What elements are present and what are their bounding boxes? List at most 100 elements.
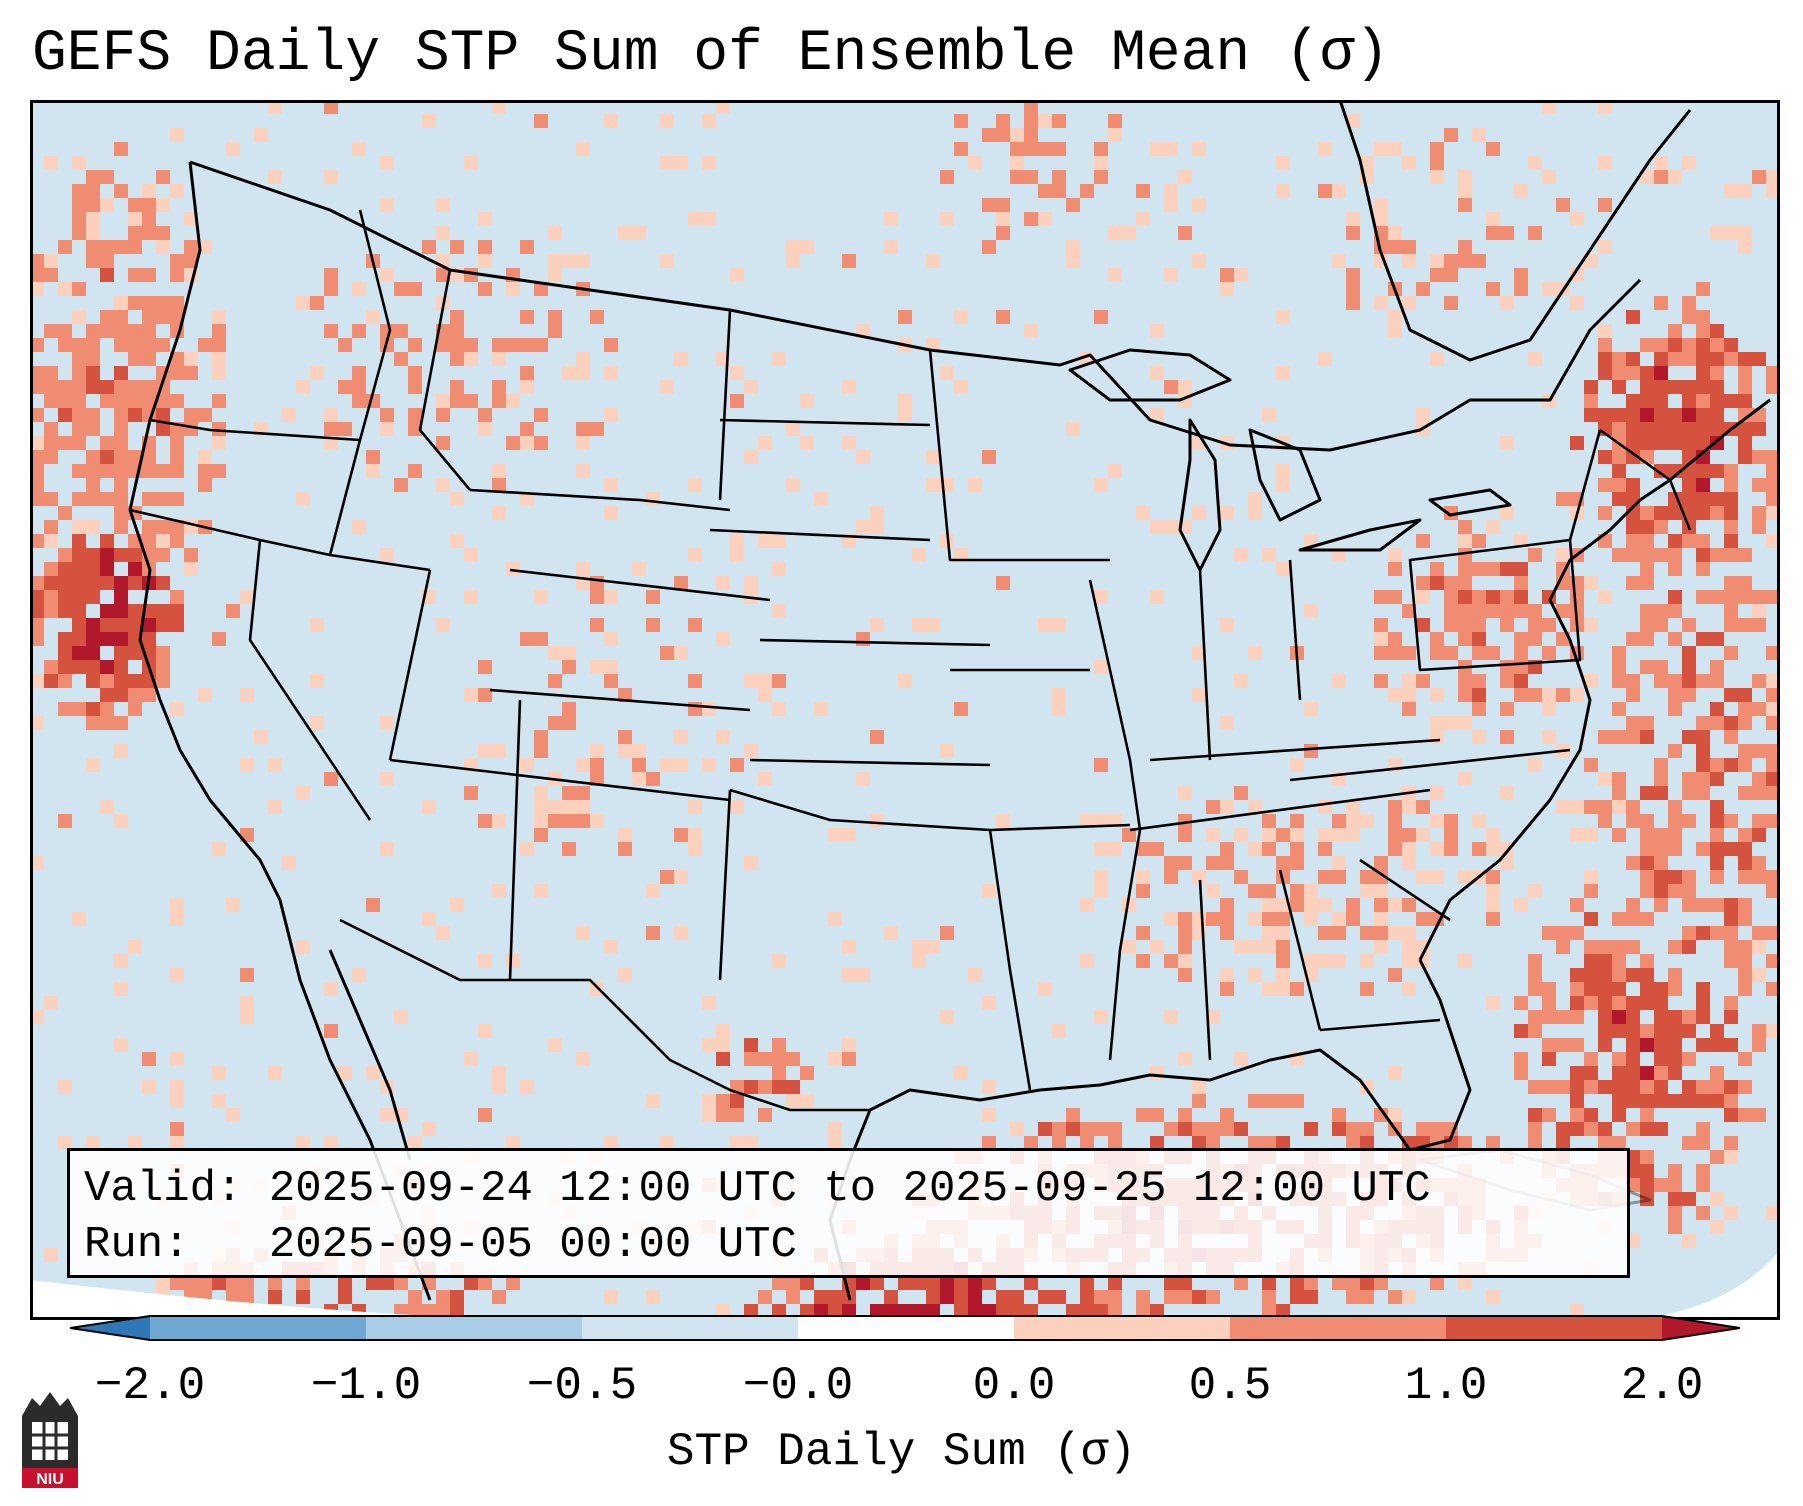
anomaly-cell bbox=[1500, 590, 1514, 604]
anomaly-cell bbox=[240, 996, 254, 1010]
anomaly-cell bbox=[926, 1304, 940, 1318]
anomaly-cell bbox=[1164, 870, 1178, 884]
anomaly-cell bbox=[1598, 338, 1612, 352]
anomaly-cell bbox=[1724, 226, 1738, 240]
anomaly-cell bbox=[1668, 1192, 1682, 1206]
anomaly-cell bbox=[1696, 310, 1710, 324]
anomaly-cell bbox=[1472, 534, 1486, 548]
colorbar-tick: −0.5 bbox=[526, 1360, 638, 1412]
anomaly-cell bbox=[926, 618, 940, 632]
state-line-nv-ut bbox=[388, 569, 432, 761]
anomaly-cell bbox=[1318, 184, 1332, 198]
anomaly-cell bbox=[590, 576, 604, 590]
anomaly-cell bbox=[1164, 520, 1178, 534]
anomaly-cell bbox=[156, 618, 170, 632]
anomaly-cell bbox=[1178, 380, 1192, 394]
anomaly-cell bbox=[590, 772, 604, 786]
anomaly-cell bbox=[114, 982, 128, 996]
anomaly-cell bbox=[352, 142, 366, 156]
anomaly-cell bbox=[1430, 576, 1444, 590]
anomaly-cell bbox=[58, 604, 72, 618]
anomaly-cell bbox=[1444, 716, 1458, 730]
state-line-new-england bbox=[1599, 428, 1692, 531]
anomaly-cell bbox=[1738, 450, 1752, 464]
anomaly-cell bbox=[1654, 338, 1668, 352]
anomaly-cell bbox=[1626, 534, 1640, 548]
anomaly-cell bbox=[954, 548, 968, 562]
anomaly-cell bbox=[1458, 590, 1472, 604]
anomaly-cell bbox=[870, 1304, 884, 1318]
anomaly-cell bbox=[1584, 912, 1598, 926]
anomaly-cell bbox=[100, 268, 114, 282]
anomaly-cell bbox=[604, 408, 618, 422]
anomaly-cell bbox=[58, 562, 72, 576]
anomaly-cell bbox=[1696, 758, 1710, 772]
anomaly-cell bbox=[1598, 1122, 1612, 1136]
anomaly-cell bbox=[1710, 548, 1724, 562]
anomaly-cell bbox=[86, 1136, 100, 1150]
anomaly-cell bbox=[1136, 1290, 1150, 1304]
anomaly-cell bbox=[1430, 632, 1444, 646]
anomaly-cell bbox=[1696, 1094, 1710, 1108]
anomaly-cell bbox=[1640, 1150, 1654, 1164]
anomaly-cell bbox=[1416, 534, 1430, 548]
anomaly-cell bbox=[1360, 870, 1374, 884]
anomaly-cell bbox=[464, 156, 478, 170]
anomaly-cell bbox=[1360, 982, 1374, 996]
anomaly-cell bbox=[310, 296, 324, 310]
anomaly-cell bbox=[1150, 1304, 1164, 1318]
anomaly-cell bbox=[100, 436, 114, 450]
anomaly-cell bbox=[576, 814, 590, 828]
anomaly-cell bbox=[576, 562, 590, 576]
anomaly-cell bbox=[1682, 1234, 1696, 1248]
anomaly-cell bbox=[1570, 688, 1584, 702]
anomaly-cell bbox=[1416, 870, 1430, 884]
anomaly-cell bbox=[604, 940, 618, 954]
anomaly-cell bbox=[170, 1094, 184, 1108]
anomaly-cell bbox=[1164, 1122, 1178, 1136]
anomaly-cell bbox=[1318, 898, 1332, 912]
anomaly-cell bbox=[1570, 926, 1584, 940]
state-line-sd-ne bbox=[709, 528, 931, 542]
anomaly-cell bbox=[1724, 1080, 1738, 1094]
anomaly-cell bbox=[156, 394, 170, 408]
anomaly-cell bbox=[954, 1304, 968, 1318]
anomaly-cell bbox=[618, 226, 632, 240]
anomaly-cell bbox=[1206, 1136, 1220, 1150]
anomaly-cell bbox=[1108, 842, 1122, 856]
anomaly-cell bbox=[1668, 814, 1682, 828]
anomaly-cell bbox=[1262, 1304, 1276, 1318]
anomaly-cell bbox=[674, 730, 688, 744]
anomaly-cell bbox=[772, 1080, 786, 1094]
anomaly-cell bbox=[1374, 912, 1388, 926]
lake-erie bbox=[1298, 518, 1422, 552]
anomaly-cell bbox=[646, 772, 660, 786]
anomaly-cell bbox=[534, 114, 548, 128]
anomaly-cell bbox=[1430, 730, 1444, 744]
anomaly-cell bbox=[1668, 674, 1682, 688]
anomaly-cell bbox=[1304, 1122, 1318, 1136]
anomaly-cell bbox=[408, 422, 422, 436]
anomaly-cell bbox=[1766, 982, 1780, 996]
anomaly-cell bbox=[436, 478, 450, 492]
anomaly-cell bbox=[1710, 352, 1724, 366]
anomaly-cell bbox=[604, 506, 618, 520]
anomaly-cell bbox=[506, 1276, 520, 1290]
anomaly-cell bbox=[212, 366, 226, 380]
anomaly-cell bbox=[100, 464, 114, 478]
anomaly-cell bbox=[1696, 898, 1710, 912]
anomaly-cell bbox=[478, 408, 492, 422]
anomaly-cell bbox=[492, 478, 506, 492]
anomaly-cell bbox=[1612, 646, 1626, 660]
anomaly-cell bbox=[1640, 436, 1654, 450]
anomaly-cell bbox=[940, 170, 954, 184]
map-panel bbox=[30, 100, 1780, 1320]
anomaly-cell bbox=[1612, 380, 1626, 394]
anomaly-cell bbox=[1402, 1136, 1416, 1150]
anomaly-cell bbox=[184, 1276, 198, 1290]
anomaly-cell bbox=[1206, 856, 1220, 870]
anomaly-cell bbox=[72, 660, 86, 674]
anomaly-cell bbox=[1332, 954, 1346, 968]
anomaly-cell bbox=[1010, 170, 1024, 184]
anomaly-cell bbox=[688, 478, 702, 492]
